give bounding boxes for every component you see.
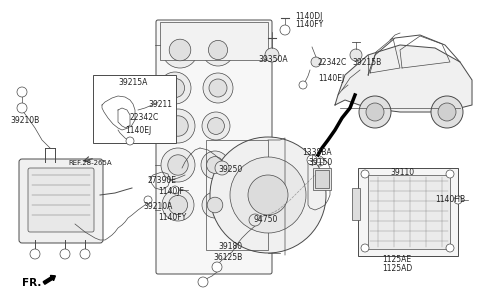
Circle shape bbox=[311, 57, 321, 67]
Circle shape bbox=[359, 96, 391, 128]
Circle shape bbox=[169, 39, 191, 61]
Text: 39180: 39180 bbox=[218, 242, 242, 251]
Circle shape bbox=[161, 109, 195, 143]
Bar bbox=[368, 175, 450, 249]
Circle shape bbox=[230, 157, 306, 233]
Text: 39350A: 39350A bbox=[258, 55, 288, 64]
Circle shape bbox=[171, 186, 179, 194]
Circle shape bbox=[454, 196, 462, 204]
Circle shape bbox=[361, 170, 369, 178]
Text: 39110: 39110 bbox=[390, 168, 414, 177]
Text: 39211: 39211 bbox=[148, 100, 172, 109]
Circle shape bbox=[201, 151, 229, 179]
Circle shape bbox=[17, 103, 27, 113]
Circle shape bbox=[299, 81, 307, 89]
Text: 94750: 94750 bbox=[254, 215, 278, 224]
Circle shape bbox=[80, 249, 90, 259]
Text: REF.28-265A: REF.28-265A bbox=[68, 160, 112, 166]
Bar bbox=[358, 168, 458, 256]
Text: 1125AE: 1125AE bbox=[382, 255, 411, 264]
Bar bbox=[206, 140, 268, 250]
Text: 39215B: 39215B bbox=[352, 58, 381, 67]
Circle shape bbox=[208, 40, 228, 60]
Circle shape bbox=[202, 34, 234, 66]
Circle shape bbox=[30, 249, 40, 259]
Text: 39250: 39250 bbox=[218, 165, 242, 174]
Text: 1140DJ: 1140DJ bbox=[295, 12, 323, 21]
Text: 36125B: 36125B bbox=[213, 253, 242, 262]
Text: 39150: 39150 bbox=[308, 158, 332, 167]
FancyBboxPatch shape bbox=[156, 20, 272, 274]
Circle shape bbox=[202, 192, 228, 218]
Bar bbox=[93, 75, 176, 143]
Circle shape bbox=[203, 73, 233, 103]
Circle shape bbox=[248, 175, 288, 215]
Circle shape bbox=[316, 158, 324, 166]
Text: 39210A: 39210A bbox=[143, 202, 172, 211]
Text: 39215A: 39215A bbox=[118, 78, 147, 87]
Text: 22342C: 22342C bbox=[318, 58, 347, 67]
Circle shape bbox=[166, 78, 185, 98]
Circle shape bbox=[144, 196, 152, 204]
Text: FR.: FR. bbox=[22, 278, 41, 288]
Circle shape bbox=[446, 244, 454, 252]
Circle shape bbox=[162, 189, 194, 221]
FancyArrow shape bbox=[43, 275, 55, 284]
Text: 1140EJ: 1140EJ bbox=[318, 74, 344, 83]
Circle shape bbox=[126, 137, 134, 145]
Bar bbox=[315, 170, 329, 188]
Circle shape bbox=[249, 214, 261, 226]
Text: 39210B: 39210B bbox=[10, 116, 39, 125]
Bar bbox=[313, 168, 331, 190]
Text: 1140EJ: 1140EJ bbox=[125, 126, 151, 135]
Circle shape bbox=[280, 25, 290, 35]
Circle shape bbox=[168, 116, 188, 136]
Circle shape bbox=[215, 161, 229, 175]
Circle shape bbox=[168, 155, 188, 175]
Circle shape bbox=[350, 49, 362, 61]
Circle shape bbox=[168, 195, 188, 214]
Circle shape bbox=[206, 157, 223, 173]
Circle shape bbox=[207, 197, 223, 213]
Text: 1140HB: 1140HB bbox=[435, 195, 465, 204]
Bar bbox=[160, 22, 268, 60]
Circle shape bbox=[202, 112, 230, 140]
Text: 22342C: 22342C bbox=[130, 113, 159, 122]
Circle shape bbox=[446, 170, 454, 178]
FancyBboxPatch shape bbox=[19, 159, 103, 243]
Text: 1140FY: 1140FY bbox=[295, 20, 323, 29]
Circle shape bbox=[159, 72, 191, 104]
Text: 1140JF: 1140JF bbox=[158, 187, 184, 196]
Polygon shape bbox=[335, 45, 472, 112]
Text: 1125AD: 1125AD bbox=[382, 264, 412, 273]
Circle shape bbox=[438, 103, 456, 121]
Bar bbox=[352, 188, 360, 220]
Circle shape bbox=[161, 148, 195, 182]
Circle shape bbox=[162, 32, 198, 68]
Circle shape bbox=[361, 244, 369, 252]
Circle shape bbox=[207, 118, 225, 134]
Circle shape bbox=[198, 277, 208, 287]
Circle shape bbox=[17, 87, 27, 97]
Circle shape bbox=[366, 103, 384, 121]
Text: 27390E: 27390E bbox=[147, 176, 176, 185]
Circle shape bbox=[431, 96, 463, 128]
Circle shape bbox=[210, 137, 326, 253]
Circle shape bbox=[209, 79, 227, 97]
Circle shape bbox=[60, 249, 70, 259]
Circle shape bbox=[307, 155, 317, 165]
Text: 1140FY: 1140FY bbox=[158, 213, 186, 222]
Circle shape bbox=[265, 48, 279, 62]
Circle shape bbox=[212, 262, 222, 272]
Text: 1338BA: 1338BA bbox=[302, 148, 332, 157]
FancyBboxPatch shape bbox=[28, 168, 94, 232]
